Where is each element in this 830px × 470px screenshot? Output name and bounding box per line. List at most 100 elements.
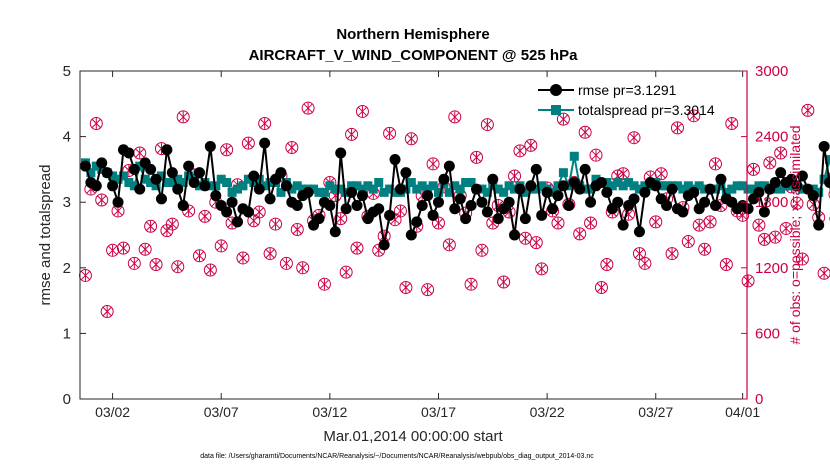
totalspread-point bbox=[423, 184, 433, 194]
totalspread-point bbox=[482, 187, 492, 197]
rmse-point bbox=[335, 147, 347, 159]
x-tick-label: 03/27 bbox=[638, 404, 673, 420]
rmse-point bbox=[824, 177, 830, 189]
rmse-point bbox=[134, 183, 146, 195]
obs-possible-marker bbox=[649, 215, 663, 229]
obs-possible-marker bbox=[421, 283, 435, 297]
obs-assimilated-marker bbox=[775, 147, 786, 159]
x-tick-label: 03/22 bbox=[530, 404, 565, 420]
obs-possible-marker bbox=[165, 217, 179, 231]
rmse-point bbox=[259, 137, 271, 149]
rmse-point bbox=[471, 183, 483, 195]
obs-assimilated-marker bbox=[754, 219, 764, 231]
obs-possible-marker bbox=[236, 251, 250, 265]
obs-possible-marker bbox=[220, 143, 234, 157]
x-tick-label: 04/01 bbox=[725, 404, 760, 420]
totalspread-point bbox=[140, 174, 150, 184]
totalspread-point bbox=[450, 181, 460, 191]
totalspread-point bbox=[184, 171, 194, 181]
obs-assimilated-marker bbox=[303, 102, 313, 114]
totalspread-point bbox=[368, 184, 378, 194]
totalspread-point bbox=[406, 178, 416, 188]
totalspread-point bbox=[352, 181, 362, 191]
totalspread-point bbox=[390, 187, 400, 197]
obs-assimilated-marker bbox=[346, 129, 357, 140]
rmse-point bbox=[145, 163, 157, 175]
obs-possible-marker bbox=[513, 144, 527, 158]
totalspread-point bbox=[330, 184, 340, 194]
obs-possible-marker bbox=[681, 235, 695, 249]
totalspread-point bbox=[287, 184, 297, 194]
rmse-point bbox=[416, 199, 428, 211]
rmse-point bbox=[807, 190, 819, 202]
rmse-point bbox=[492, 213, 504, 225]
y-tick-label: 2 bbox=[63, 260, 71, 277]
rmse-point bbox=[199, 180, 211, 192]
obs-assimilated-marker bbox=[525, 139, 536, 151]
obs-possible-marker bbox=[393, 204, 407, 218]
obs-possible-marker bbox=[828, 190, 830, 199]
totalspread-point bbox=[569, 151, 579, 161]
obs-possible-marker bbox=[279, 256, 293, 270]
rmse-point bbox=[90, 180, 102, 192]
obs-assimilated-marker bbox=[449, 111, 460, 123]
obs-possible-marker bbox=[100, 305, 114, 319]
y-tick-label: 1 bbox=[63, 325, 71, 342]
obs-possible-marker bbox=[529, 236, 543, 250]
rmse-point bbox=[291, 199, 303, 211]
obs-assimilated-marker bbox=[629, 132, 639, 144]
obs-assimilated-marker bbox=[134, 147, 145, 159]
obs-possible-marker bbox=[334, 212, 348, 226]
obs-possible-marker bbox=[116, 241, 130, 255]
obs-assimilated-marker bbox=[759, 233, 770, 245]
obs-possible-marker bbox=[708, 157, 722, 171]
rmse-point bbox=[177, 199, 189, 211]
totalspread-point bbox=[309, 184, 319, 194]
rmse-point bbox=[373, 203, 385, 215]
rmse-point bbox=[193, 167, 205, 179]
obs-assimilated-marker bbox=[80, 270, 91, 281]
y-axis-right: 0 600 1200 1800 2400 3000 bbox=[741, 63, 788, 408]
obs-possible-marker bbox=[584, 216, 598, 230]
totalspread-point bbox=[156, 171, 166, 181]
legend: rmse pr=3.1291 totalspread pr=3.3014 bbox=[538, 82, 715, 118]
rmse-point bbox=[150, 173, 162, 185]
totalspread-point bbox=[265, 178, 275, 188]
totalspread-point bbox=[825, 155, 830, 165]
legend-marker bbox=[551, 105, 561, 115]
obs-assimilated-marker bbox=[200, 211, 210, 222]
y2-tick-label: 600 bbox=[755, 325, 780, 342]
obs-possible-marker bbox=[573, 227, 587, 241]
rmse-point bbox=[699, 196, 711, 208]
rmse-point bbox=[753, 186, 765, 198]
rmse-point bbox=[769, 177, 781, 189]
totalspread-point bbox=[499, 187, 509, 197]
y-axis-right-label: # of obs: o=possible; ×=assimilated bbox=[787, 125, 803, 344]
totalspread-point bbox=[238, 181, 248, 191]
y-axis-left-label: rmse and totalspread bbox=[37, 165, 54, 306]
obs-possible-marker bbox=[480, 118, 494, 132]
obs-assimilated-marker bbox=[748, 164, 759, 175]
obs-assimilated-marker bbox=[335, 213, 346, 224]
totalspread-point bbox=[113, 174, 123, 184]
obs-possible-marker bbox=[464, 277, 478, 291]
obs-assimilated-marker bbox=[167, 218, 178, 230]
obs-possible-marker bbox=[149, 258, 163, 272]
totalspread-point bbox=[520, 187, 530, 197]
obs-possible-marker bbox=[627, 131, 641, 145]
rmse-point bbox=[633, 226, 645, 238]
obs-assimilated-marker bbox=[357, 106, 368, 117]
obs-possible-marker bbox=[317, 277, 331, 291]
totalspread-point bbox=[466, 178, 476, 188]
rmse-point bbox=[585, 196, 597, 208]
obs-assimilated-marker bbox=[406, 133, 417, 145]
obs-assimilated-marker bbox=[151, 259, 161, 270]
obs-possible-marker bbox=[741, 274, 755, 288]
rmse-point bbox=[329, 226, 341, 238]
obs-assimilated-marker bbox=[162, 225, 172, 237]
obs-possible-marker bbox=[817, 266, 830, 280]
obs-possible-marker bbox=[508, 169, 522, 183]
rmse-point bbox=[677, 206, 689, 218]
rmse-point bbox=[128, 163, 140, 175]
rmse-point bbox=[579, 163, 591, 175]
